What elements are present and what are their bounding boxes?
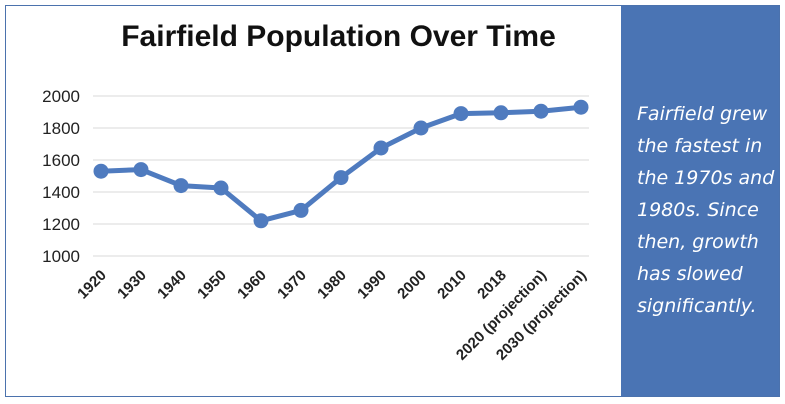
y-tick-label: 1000 <box>42 247 80 266</box>
y-tick-label: 1800 <box>42 119 80 138</box>
data-point <box>173 178 189 194</box>
data-point <box>573 99 589 115</box>
x-tick-label: 1980 <box>314 267 350 303</box>
data-point <box>133 162 149 178</box>
data-point <box>293 202 309 218</box>
data-point <box>493 105 509 121</box>
x-tick-label: 1960 <box>234 267 270 303</box>
data-point <box>253 213 269 229</box>
x-tick-label: 1990 <box>354 267 390 303</box>
chart-title: Fairfield Population Over Time <box>121 20 556 53</box>
data-point <box>453 106 469 122</box>
data-point <box>333 170 349 186</box>
y-tick-label: 2000 <box>42 87 80 106</box>
side-note-text: Fairfield grew the fastest in the 1970s … <box>637 103 775 317</box>
data-point <box>413 120 429 136</box>
x-tick-label: 2010 <box>434 267 470 303</box>
data-point <box>373 140 389 156</box>
x-tick-label: 1930 <box>114 267 150 303</box>
side-note-panel: Fairfield grew the fastest in the 1970s … <box>621 6 779 396</box>
y-tick-label: 1400 <box>42 183 80 202</box>
data-point <box>213 180 229 196</box>
x-tick-label: 2000 <box>394 267 430 303</box>
y-tick-label: 1200 <box>42 215 80 234</box>
x-tick-label: 1940 <box>154 267 190 303</box>
x-tick-label: 1970 <box>274 267 310 303</box>
chart-frame: Fairfield Population Over Time 1000 1200 1… <box>5 5 780 397</box>
x-tick-label: 1950 <box>194 267 230 303</box>
chart-panel: Fairfield Population Over Time 1000 1200 1… <box>6 6 621 396</box>
y-tick-label: 1600 <box>42 151 80 170</box>
line-chart: 1000 1200 1400 1600 1800 2000 1920 1930 1940 195… <box>42 87 590 364</box>
x-tick-label: 1920 <box>74 267 110 303</box>
data-point <box>533 103 549 119</box>
data-point <box>93 163 109 179</box>
x-tick-label: 2018 <box>474 267 510 303</box>
population-line <box>98 104 584 224</box>
